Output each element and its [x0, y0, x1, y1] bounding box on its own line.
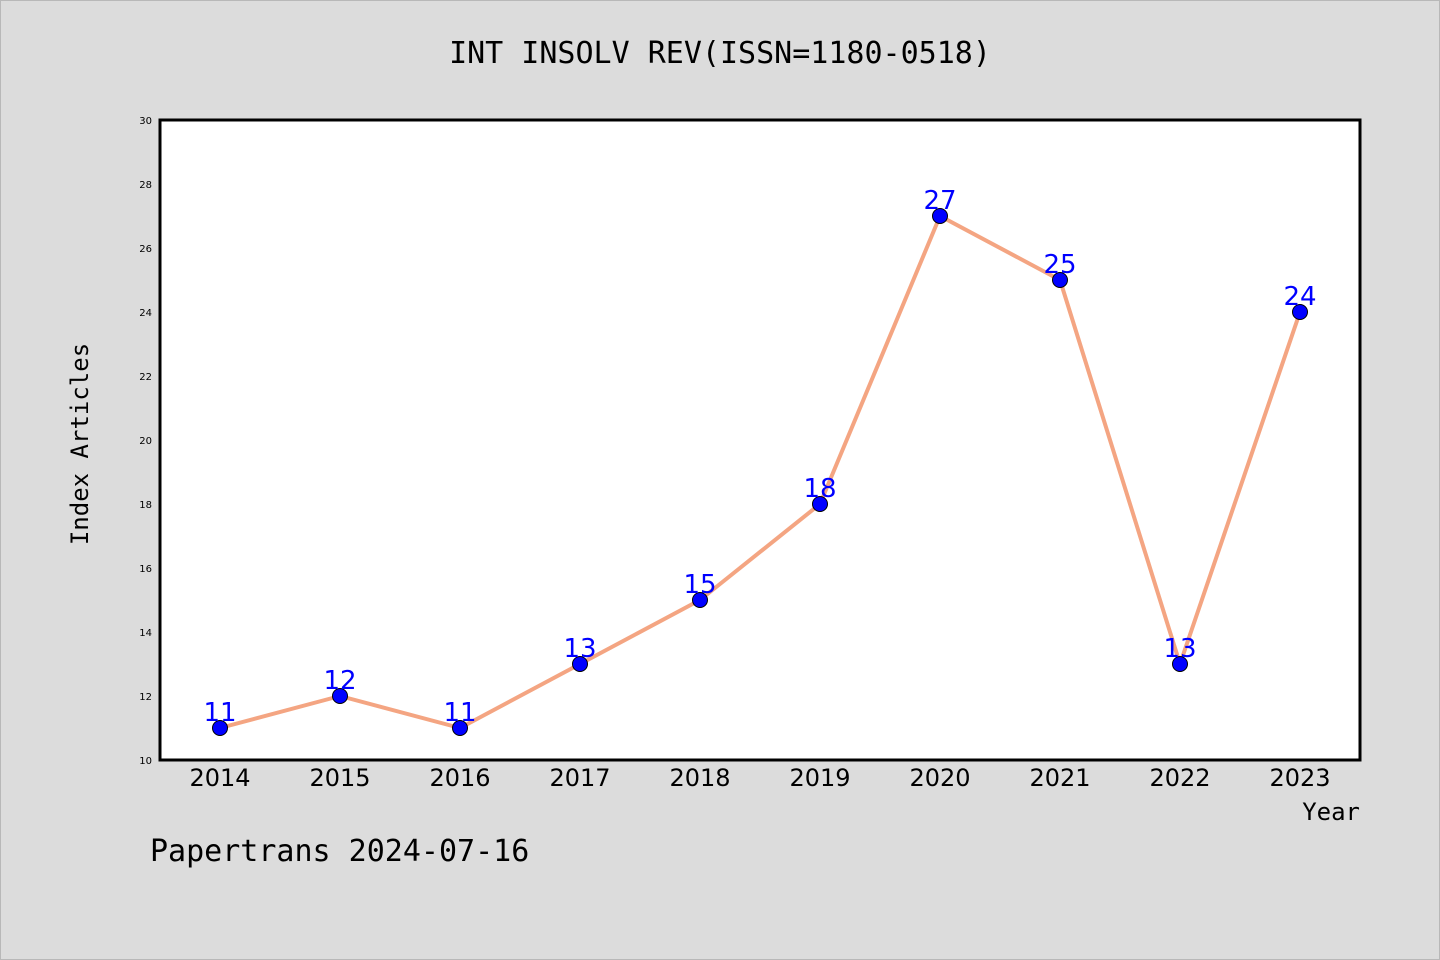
data-point: [572, 656, 588, 672]
x-tick-label: 2014: [189, 764, 250, 792]
data-point: [1292, 304, 1308, 320]
y-tick-label: 20: [139, 436, 152, 447]
x-tick-label: 2017: [549, 764, 610, 792]
data-label: 27: [923, 186, 956, 216]
data-point: [332, 688, 348, 704]
data-label: 13: [563, 634, 596, 664]
x-tick-label: 2018: [669, 764, 730, 792]
plot-area: [158, 118, 1362, 762]
y-axis-label: Index Articles: [66, 343, 94, 545]
series-line: [218, 214, 1302, 730]
data-label: 18: [803, 474, 836, 504]
x-tick-label: 2023: [1269, 764, 1330, 792]
data-label: 11: [443, 698, 476, 728]
data-label: 25: [1043, 250, 1076, 280]
y-tick-label: 22: [139, 372, 152, 383]
data-point: [932, 208, 948, 224]
data-point: [692, 592, 708, 608]
data-label: 11: [203, 698, 236, 728]
x-tick-label: 2015: [309, 764, 370, 792]
y-tick-label: 24: [139, 308, 152, 319]
x-tick-label: 2016: [429, 764, 490, 792]
data-point: [1052, 272, 1068, 288]
data-point: [452, 720, 468, 736]
x-axis-label: Year: [1302, 798, 1360, 826]
y-tick-label: 28: [139, 180, 152, 191]
x-tick-label: 2022: [1149, 764, 1210, 792]
data-point: [812, 496, 828, 512]
data-point: [212, 720, 228, 736]
y-tick-label: 10: [139, 756, 152, 767]
y-tick-label: 18: [139, 500, 152, 511]
footer-text: Papertrans 2024-07-16: [150, 834, 530, 869]
data-label: 12: [323, 666, 356, 696]
data-label: 13: [1163, 634, 1196, 664]
y-tick-label: 30: [139, 116, 152, 127]
x-tick-label: 2019: [789, 764, 850, 792]
data-label: 15: [683, 570, 716, 600]
series: 11 12 11 13 15 18 27 25 13 24: [203, 186, 1317, 736]
y-tick-label: 16: [139, 564, 152, 575]
data-point: [1172, 656, 1188, 672]
y-tick-label: 26: [139, 244, 152, 255]
chart-title: INT INSOLV REV(ISSN=1180-0518): [449, 36, 991, 71]
x-tick-label: 2020: [909, 764, 970, 792]
data-label: 24: [1283, 282, 1316, 312]
y-tick-label: 14: [139, 628, 152, 639]
x-axis: 2014 2015 2016 2017 2018 2019 2020 2021 2022 2023: [189, 752, 1331, 792]
y-tick-label: 12: [139, 692, 152, 703]
x-tick-label: 2021: [1029, 764, 1090, 792]
